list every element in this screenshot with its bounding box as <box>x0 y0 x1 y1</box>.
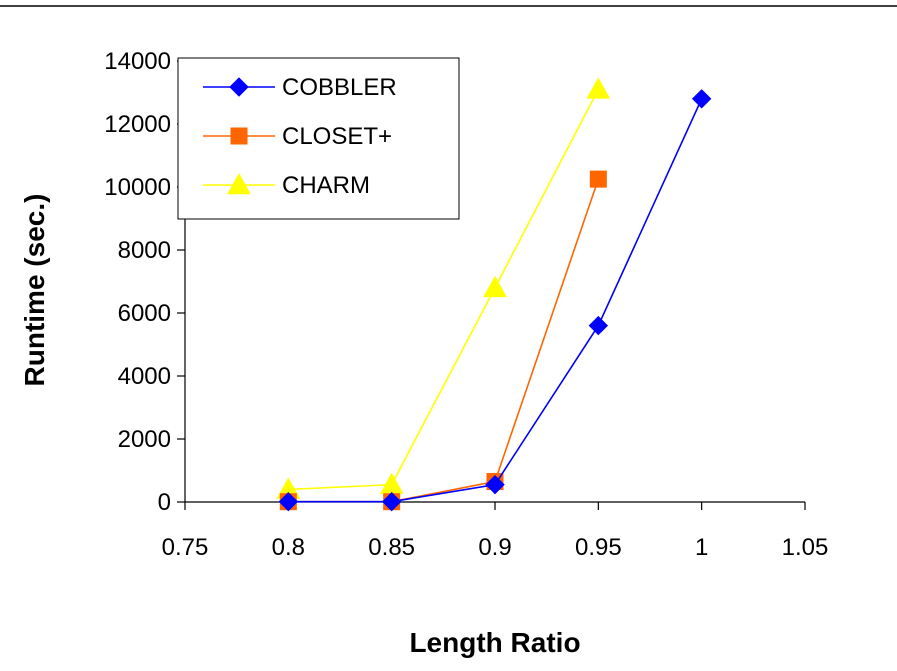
series-closet- <box>280 171 606 510</box>
x-tick-label: 0.8 <box>272 534 305 561</box>
y-tick-label: 8000 <box>118 237 171 264</box>
y-axis-title: Runtime (sec.) <box>19 194 50 387</box>
series-line <box>288 179 598 502</box>
y-tick-label: 6000 <box>118 300 171 327</box>
data-point <box>590 171 606 187</box>
data-point <box>589 317 607 335</box>
x-tick-label: 1.05 <box>782 534 829 561</box>
x-tick-label: 1 <box>695 534 708 561</box>
legend-marker <box>231 128 247 144</box>
x-tick-label: 0.75 <box>162 534 209 561</box>
x-axis-title: Length Ratio <box>409 627 580 658</box>
legend: COBBLER CLOSET+ CHARM <box>178 58 459 219</box>
y-tick-label: 12000 <box>104 111 171 138</box>
data-point <box>484 277 506 297</box>
x-tick-label: 0.9 <box>478 534 511 561</box>
y-tick-label: 4000 <box>118 363 171 390</box>
legend-label: CHARM <box>282 172 370 199</box>
y-tick-label: 2000 <box>118 426 171 453</box>
data-point <box>381 474 403 494</box>
legend-label: COBBLER <box>282 74 397 101</box>
y-tick-label: 10000 <box>104 174 171 201</box>
data-point <box>693 90 711 108</box>
x-tick-label: 0.85 <box>368 534 415 561</box>
data-point <box>587 78 609 98</box>
y-tick-label: 0 <box>158 489 171 516</box>
x-tick-label: 0.95 <box>575 534 622 561</box>
legend-label: CLOSET+ <box>282 123 392 150</box>
y-tick-label: 14000 <box>104 48 171 75</box>
